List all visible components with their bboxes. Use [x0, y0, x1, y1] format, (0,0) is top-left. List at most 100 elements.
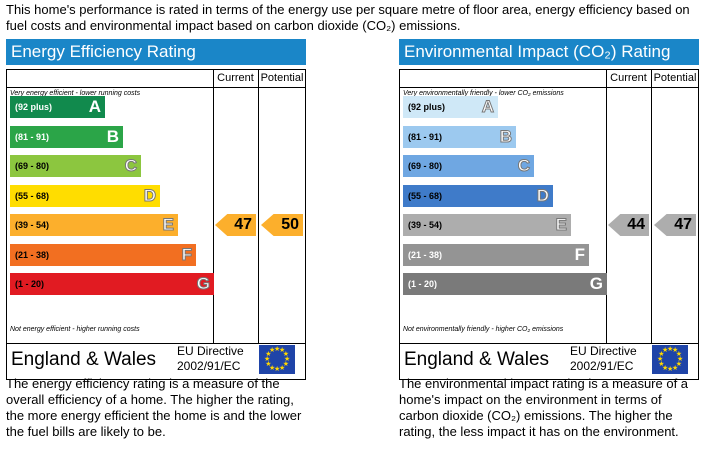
rating-band-e: (39 - 54) E: [403, 214, 571, 236]
current-rating-arrow: 44: [608, 214, 649, 236]
eu-star-icon: ★: [675, 351, 682, 358]
band-letter: E: [162, 215, 174, 235]
footer-box: England & Wales EU Directive 2002/91/EC ★ ★ ★…: [399, 340, 699, 380]
rating-band-b: (81 - 91) B: [403, 125, 516, 148]
potential-rating-arrow: 47: [654, 214, 696, 236]
energy-efficiency-panel: Energy Efficiency Rating Current Potential…: [6, 39, 306, 380]
top-caption: Very environmentally friendly - lower CO…: [403, 90, 564, 97]
eu-star-icon: ★: [667, 366, 674, 373]
rating-band-f: (21 - 38) F: [403, 243, 589, 266]
band-letter: E: [555, 215, 567, 235]
current-column-header: Current: [213, 70, 258, 88]
directive-line-2: 2002/91/EC: [177, 359, 241, 373]
bottom-caption: Not environmentally friendly - higher CO…: [403, 326, 564, 333]
rating-band-a: (92 plus) A: [403, 96, 498, 118]
eu-star-icon: ★: [672, 364, 679, 372]
eu-directive: EU Directive 2002/91/EC: [177, 344, 244, 374]
top-caption: Very energy efficient - lower running co…: [10, 90, 141, 97]
eu-flag-icon: ★ ★ ★ ★ ★ ★ ★ ★ ★ ★ ★ ★: [259, 345, 295, 374]
current-rating-arrow: 47: [215, 214, 256, 236]
eu-star-icon: ★: [274, 346, 281, 353]
environmental-impact-panel: Environmental Impact (CO₂) Rating Current…: [399, 39, 699, 380]
eu-star-icon: ★: [269, 364, 276, 372]
region-label: England & Wales: [404, 349, 550, 370]
directive-line-2: 2002/91/EC: [570, 359, 634, 373]
eu-star-icon: ★: [265, 351, 272, 358]
column-divider: [213, 70, 214, 343]
eu-star-icon: ★: [265, 361, 272, 368]
band-range: (69 - 80): [15, 161, 50, 171]
column-divider: [651, 70, 652, 343]
band-range: (55 - 68): [408, 190, 443, 201]
band-letter: D: [143, 185, 156, 205]
intro-text: This home's performance is rated in term…: [6, 2, 690, 33]
rating-chart: Current Potential Very energy efficient - …: [6, 69, 306, 344]
column-divider: [258, 70, 259, 343]
band-letter: G: [589, 274, 603, 293]
band-letter: C: [124, 156, 137, 176]
eu-star-icon: ★: [662, 364, 669, 372]
energy-efficiency-description: The energy efficiency rating is a measur…: [6, 376, 302, 439]
rating-band-g: (1 - 20) G: [10, 273, 214, 295]
eu-star-icon: ★: [282, 351, 289, 358]
band-range: (69 - 80): [408, 161, 443, 171]
rating-band-c: (69 - 80) C: [10, 155, 141, 177]
region-label: England & Wales: [11, 349, 157, 370]
rating-band-b: (81 - 91) B: [10, 125, 123, 148]
band-range: (21 - 38): [408, 249, 443, 260]
rating-band-f: (21 - 38) F: [10, 243, 196, 266]
eu-star-icon: ★: [658, 361, 665, 368]
band-letter: D: [536, 185, 549, 205]
band-range: (92 plus): [408, 102, 446, 112]
environmental-impact-description: The environmental impact rating is a mea…: [399, 376, 689, 439]
band-letter: F: [181, 244, 192, 264]
eu-star-icon: ★: [677, 356, 684, 363]
potential-rating-arrow: 50: [261, 214, 303, 236]
potential-column-header: Potential: [651, 70, 699, 88]
eu-star-icon: ★: [264, 356, 271, 363]
band-letter: A: [88, 97, 101, 116]
band-letter: B: [499, 126, 512, 146]
eu-star-icon: ★: [279, 347, 286, 355]
band-letter: F: [574, 244, 585, 264]
rating-band-a: (92 plus) A: [10, 96, 105, 118]
band-range: (55 - 68): [15, 190, 50, 201]
eu-star-icon: ★: [269, 347, 276, 355]
rating-band-c: (69 - 80) C: [403, 155, 534, 177]
band-letter: B: [106, 126, 119, 146]
bottom-caption: Not energy efficient - higher running co…: [10, 326, 140, 333]
band-letter: G: [196, 274, 210, 294]
band-range: (39 - 54): [15, 220, 50, 230]
eu-star-icon: ★: [675, 361, 682, 368]
directive-line-1: EU Directive: [177, 344, 244, 358]
eu-directive: EU Directive 2002/91/EC: [570, 344, 637, 374]
column-divider: [606, 70, 607, 343]
panel-title: Environmental Impact (CO₂) Rating: [399, 39, 699, 65]
rating-band-e: (39 - 54) E: [10, 214, 178, 236]
rating-chart: Current Potential Very environmentally fri…: [399, 69, 699, 344]
band-range: (81 - 91): [15, 131, 50, 142]
band-letter: A: [481, 97, 494, 117]
eu-star-icon: ★: [667, 346, 674, 353]
eu-star-icon: ★: [657, 356, 664, 363]
band-range: (21 - 38): [15, 249, 50, 260]
header-spacer: [7, 70, 213, 88]
eu-star-icon: ★: [672, 347, 679, 355]
eu-flag-icon: ★ ★ ★ ★ ★ ★ ★ ★ ★ ★ ★ ★: [652, 345, 688, 374]
eu-star-icon: ★: [279, 364, 286, 372]
band-range: (92 plus): [15, 102, 53, 112]
eu-star-icon: ★: [658, 351, 665, 358]
eu-star-icon: ★: [662, 347, 669, 355]
rating-band-g: (1 - 20) G: [403, 273, 607, 295]
footer-box: England & Wales EU Directive 2002/91/EC ★ ★ ★…: [6, 340, 306, 380]
band-range: (1 - 20): [408, 279, 438, 289]
rating-band-d: (55 - 68) D: [403, 184, 553, 207]
eu-star-icon: ★: [274, 366, 281, 373]
band-range: (1 - 20): [15, 279, 45, 289]
current-column-header: Current: [606, 70, 651, 88]
directive-line-1: EU Directive: [570, 344, 637, 358]
band-range: (81 - 91): [408, 131, 443, 142]
header-spacer: [400, 70, 606, 88]
potential-column-header: Potential: [258, 70, 306, 88]
band-range: (39 - 54): [408, 220, 443, 230]
